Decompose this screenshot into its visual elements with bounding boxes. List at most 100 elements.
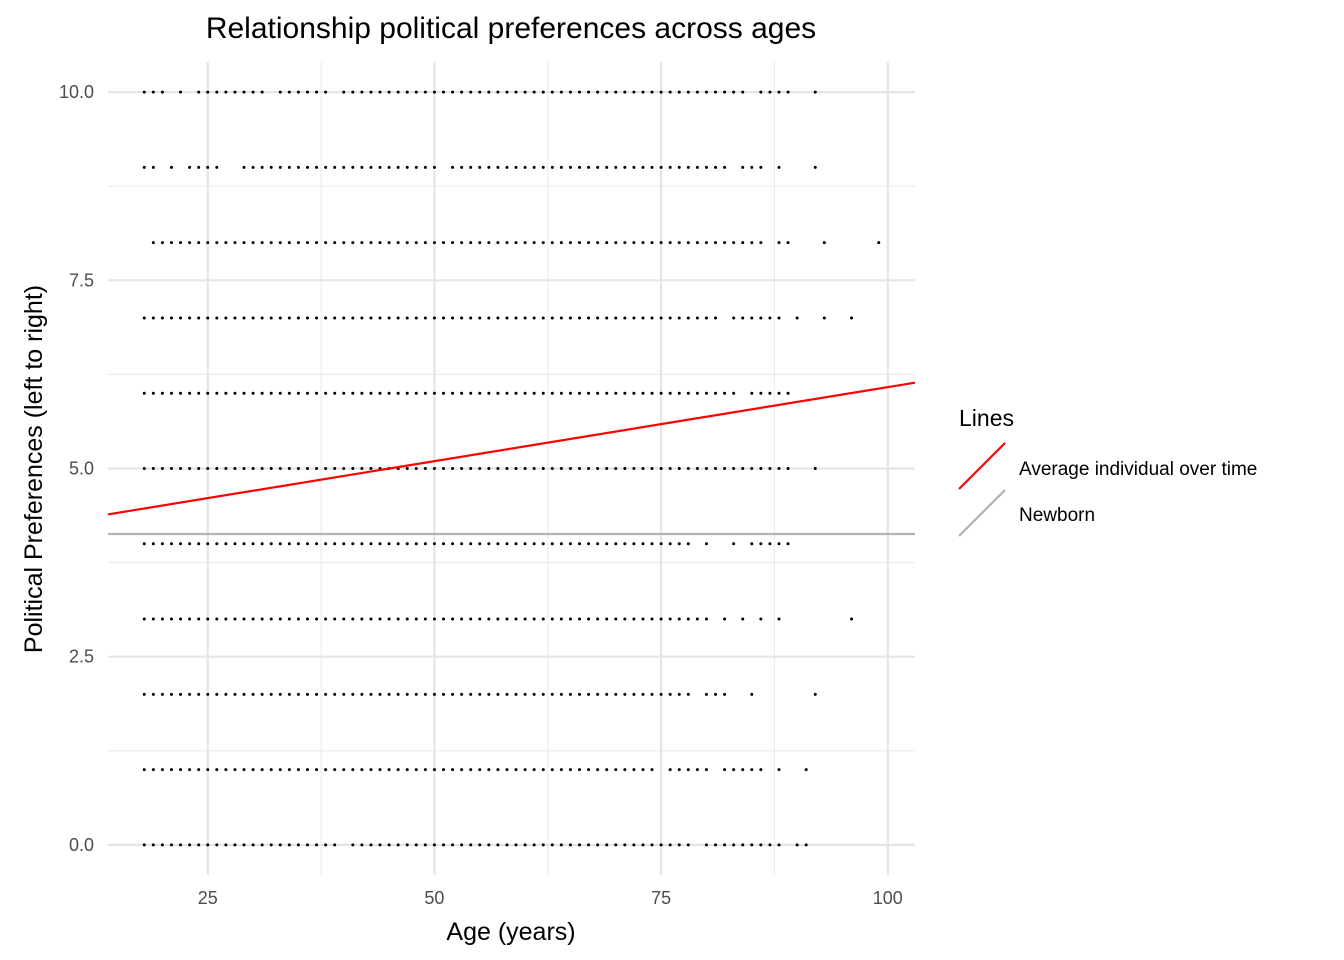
data-point bbox=[296, 391, 300, 395]
data-point bbox=[179, 316, 183, 320]
data-point bbox=[704, 241, 708, 245]
data-point bbox=[151, 617, 155, 621]
data-point bbox=[441, 768, 445, 772]
data-point bbox=[659, 617, 663, 621]
data-point bbox=[278, 90, 282, 94]
data-point bbox=[650, 542, 654, 546]
data-point bbox=[342, 90, 346, 94]
data-point bbox=[505, 165, 509, 169]
data-point bbox=[641, 542, 645, 546]
data-point bbox=[233, 90, 237, 94]
data-point bbox=[224, 843, 228, 847]
data-point bbox=[614, 617, 618, 621]
data-point bbox=[278, 467, 282, 470]
data-point bbox=[206, 843, 210, 847]
data-point bbox=[578, 692, 582, 696]
data-point bbox=[451, 617, 455, 621]
data-point bbox=[523, 768, 527, 772]
data-point bbox=[333, 391, 337, 395]
data-point bbox=[287, 768, 291, 772]
data-point bbox=[460, 542, 464, 546]
data-point bbox=[596, 467, 600, 470]
data-point bbox=[296, 90, 300, 94]
data-point bbox=[550, 692, 554, 696]
data-point bbox=[396, 391, 400, 395]
data-point bbox=[514, 316, 518, 320]
data-point bbox=[188, 391, 192, 395]
data-point bbox=[587, 391, 591, 395]
data-point bbox=[541, 542, 545, 546]
data-point bbox=[559, 391, 563, 395]
data-point bbox=[641, 90, 645, 94]
data-point bbox=[305, 843, 309, 847]
y-tick-label: 5.0 bbox=[69, 459, 94, 479]
data-point bbox=[351, 90, 355, 94]
data-point bbox=[668, 843, 672, 847]
data-point bbox=[550, 617, 554, 621]
data-point bbox=[378, 165, 382, 169]
data-point bbox=[287, 241, 291, 245]
data-point bbox=[668, 467, 672, 470]
data-point bbox=[414, 843, 418, 847]
data-point bbox=[432, 542, 436, 546]
data-point bbox=[405, 391, 409, 395]
data-point bbox=[550, 391, 554, 395]
data-point bbox=[142, 843, 146, 847]
data-point bbox=[233, 768, 237, 772]
data-point bbox=[260, 542, 264, 546]
data-point bbox=[151, 316, 155, 320]
data-point bbox=[596, 768, 600, 772]
data-point bbox=[296, 241, 300, 245]
data-point bbox=[469, 316, 473, 320]
data-point bbox=[315, 692, 319, 696]
data-point bbox=[741, 617, 745, 621]
data-point bbox=[378, 843, 382, 847]
data-point bbox=[251, 316, 255, 320]
data-point bbox=[505, 692, 509, 696]
data-point bbox=[260, 843, 264, 847]
data-point bbox=[614, 391, 618, 395]
data-point bbox=[333, 316, 337, 320]
legend-key-average-individual bbox=[958, 442, 1006, 490]
data-point bbox=[532, 768, 536, 772]
data-point bbox=[278, 316, 282, 320]
data-point bbox=[215, 467, 219, 470]
data-point bbox=[523, 241, 527, 245]
data-point bbox=[559, 768, 563, 772]
data-point bbox=[179, 617, 183, 621]
data-point bbox=[441, 391, 445, 395]
data-point bbox=[741, 843, 745, 847]
data-point bbox=[197, 391, 201, 395]
data-point bbox=[260, 692, 264, 696]
data-point bbox=[305, 768, 309, 772]
data-point bbox=[242, 542, 246, 546]
data-point bbox=[704, 768, 708, 772]
data-point bbox=[659, 90, 663, 94]
data-point bbox=[405, 692, 409, 696]
data-point bbox=[242, 316, 246, 320]
data-point bbox=[714, 391, 718, 395]
data-point bbox=[677, 617, 681, 621]
data-point bbox=[532, 165, 536, 169]
data-point bbox=[550, 467, 554, 470]
data-point bbox=[160, 90, 164, 94]
data-point bbox=[460, 467, 464, 470]
data-point bbox=[741, 768, 745, 772]
data-point bbox=[714, 316, 718, 320]
legend-label-average-individual: Average individual over time bbox=[1019, 459, 1257, 480]
data-point bbox=[206, 542, 210, 546]
data-point bbox=[786, 542, 790, 546]
data-point bbox=[296, 467, 300, 470]
data-point bbox=[351, 542, 355, 546]
data-point bbox=[333, 617, 337, 621]
data-point bbox=[641, 692, 645, 696]
data-point bbox=[460, 391, 464, 395]
data-point bbox=[206, 692, 210, 696]
data-point bbox=[260, 316, 264, 320]
data-point bbox=[822, 316, 826, 320]
data-point bbox=[532, 542, 536, 546]
data-point bbox=[777, 316, 781, 320]
data-point bbox=[496, 617, 500, 621]
data-point bbox=[315, 316, 319, 320]
